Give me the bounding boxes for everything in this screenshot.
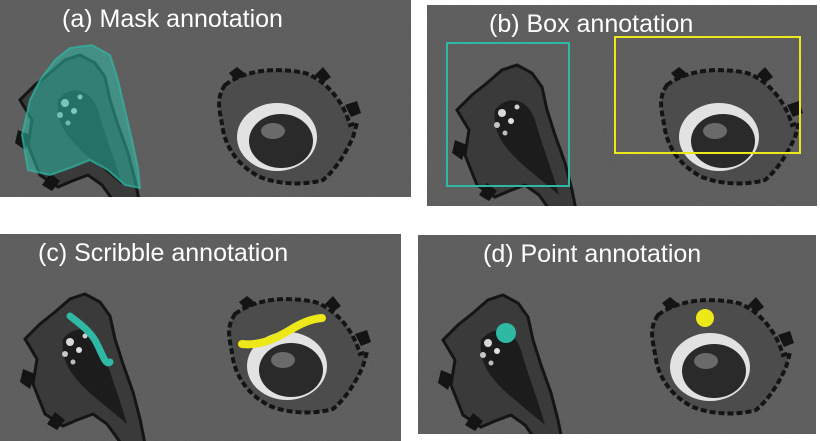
micrograph-b bbox=[427, 5, 817, 206]
panel-title-b: (b) Box annotation bbox=[489, 10, 694, 38]
teal-bounding-box bbox=[446, 42, 570, 187]
micrograph-d bbox=[418, 235, 816, 434]
panel-title-d: (d) Point annotation bbox=[483, 240, 702, 268]
panel-mask-annotation: (a) Mask annotation bbox=[0, 0, 411, 197]
yellow-scribble bbox=[238, 314, 326, 349]
panel-title-c: (c) Scribble annotation bbox=[38, 239, 289, 267]
teal-mask bbox=[20, 43, 142, 190]
yellow-point bbox=[696, 309, 714, 327]
teal-point bbox=[496, 323, 516, 343]
panel-title-a: (a) Mask annotation bbox=[62, 5, 283, 33]
panel-scribble-annotation: (c) Scribble annotation bbox=[0, 234, 401, 441]
panel-point-annotation: (d) Point annotation bbox=[418, 235, 816, 434]
panel-box-annotation: (b) Box annotation bbox=[427, 5, 817, 206]
micrograph-a bbox=[0, 0, 411, 197]
teal-scribble bbox=[66, 312, 114, 367]
yellow-bounding-box bbox=[614, 36, 801, 154]
micrograph-c bbox=[0, 234, 401, 441]
